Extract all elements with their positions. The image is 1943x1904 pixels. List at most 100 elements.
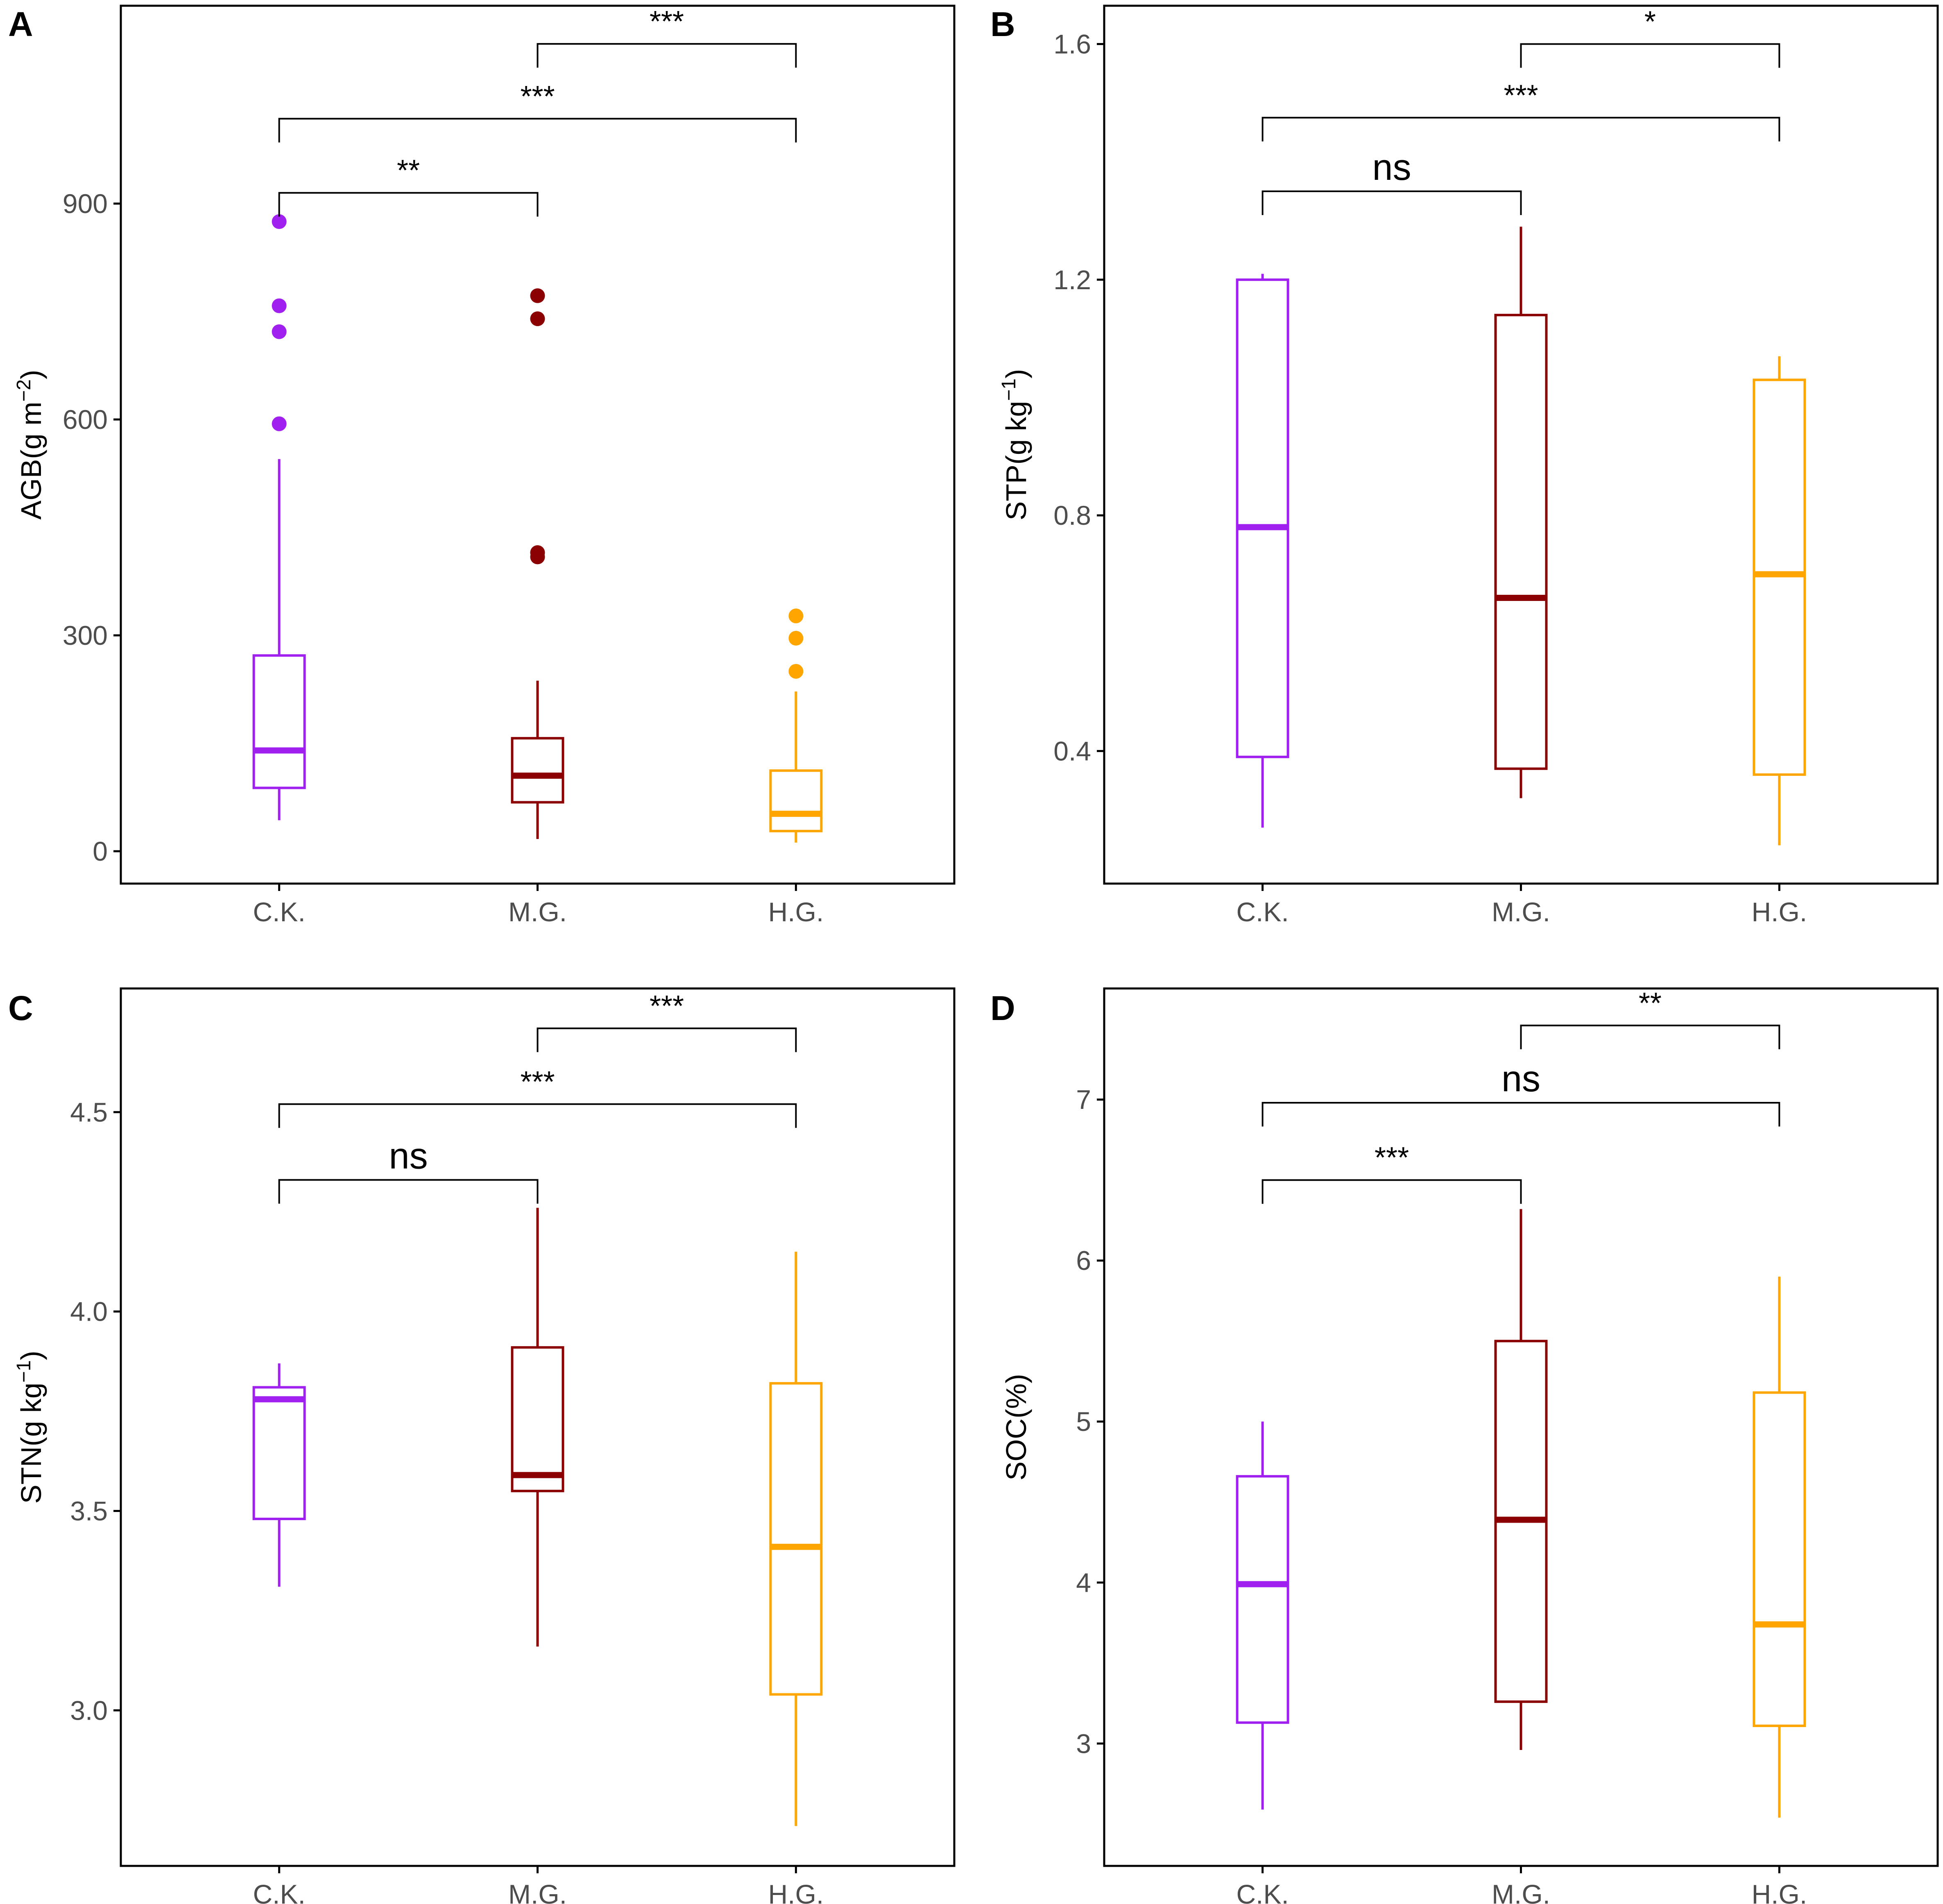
box-body xyxy=(1753,1391,1806,1727)
outlier-point xyxy=(272,416,287,431)
y-tick-label-d: 5 xyxy=(1076,1406,1091,1437)
box-c-ck xyxy=(252,1363,306,1587)
y-tick-label-a: 300 xyxy=(63,620,108,651)
outlier-point xyxy=(530,288,545,303)
significance-label-a: *** xyxy=(650,5,684,38)
box-a-ck xyxy=(252,214,306,821)
plot-frame-b xyxy=(1103,5,1939,885)
significance-label-a: *** xyxy=(520,80,555,113)
y-tick-label-b: 0.8 xyxy=(1053,500,1091,530)
significance-bracket-d xyxy=(1520,1025,1780,1049)
y-tick-label-c: 3.5 xyxy=(70,1496,108,1526)
box-b-mg xyxy=(1494,227,1548,798)
box-body xyxy=(252,654,306,789)
box-c-hg xyxy=(769,1251,823,1826)
outlier-point xyxy=(788,664,804,679)
x-tick-label-d: H.G. xyxy=(1752,1879,1807,1904)
y-tick-label-b: 1.2 xyxy=(1053,265,1091,295)
panel-d: D 3 4 5 6 7 C.K. M.G. H.G. SOC(%) *** ns ** xyxy=(990,987,1939,1904)
y-tick-label-c: 4.5 xyxy=(70,1097,108,1127)
box-body xyxy=(1494,314,1548,770)
x-tick-label-c: H.G. xyxy=(768,1879,824,1904)
y-axis-title-d: SOC(%) xyxy=(1000,1374,1032,1481)
panel-letter-b: B xyxy=(990,5,1015,43)
box-body xyxy=(1236,278,1289,758)
outlier-point xyxy=(272,214,287,229)
x-tick-label-b: C.K. xyxy=(1236,897,1289,927)
plot-frame-c xyxy=(120,987,956,1867)
significance-label-c: *** xyxy=(650,990,684,1022)
significance-bracket-b xyxy=(1261,117,1780,142)
y-tick-label-a: 0 xyxy=(93,836,108,866)
box-a-mg xyxy=(511,288,564,839)
y-tick-label-d: 6 xyxy=(1076,1245,1091,1276)
panel-c: C 3.0 3.5 4.0 4.5 C.K. M.G. H.G. STN(g kg−1) ns **… xyxy=(8,987,956,1904)
significance-bracket-b xyxy=(1520,43,1780,68)
significance-bracket-b xyxy=(1261,190,1522,215)
panel-b: B0.40.81.21.6C.K. M.G. H.G.STP(g kg−1)ns**… xyxy=(990,5,1939,927)
panel-letter-d: D xyxy=(990,989,1015,1027)
box-body xyxy=(511,1346,564,1492)
box-body xyxy=(511,737,564,804)
x-tick-label-b: H.G. xyxy=(1752,897,1807,927)
box-c-mg xyxy=(511,1208,564,1647)
box-d-hg xyxy=(1753,1276,1806,1818)
box-a-hg xyxy=(769,608,823,843)
outlier-point xyxy=(530,549,545,564)
box-body xyxy=(769,769,823,832)
significance-bracket-d xyxy=(1261,1179,1522,1204)
box-body xyxy=(769,1382,823,1696)
x-tick-label-a: M.G. xyxy=(508,897,567,927)
outlier-point xyxy=(530,311,545,326)
significance-bracket-c xyxy=(537,1027,797,1052)
significance-label-a: ** xyxy=(397,154,420,187)
significance-label-d: ns xyxy=(1501,1059,1540,1099)
x-tick-label-a: H.G. xyxy=(768,897,824,927)
panel-letter-a: A xyxy=(8,5,33,43)
y-tick-label-d: 4 xyxy=(1076,1567,1091,1598)
y-tick-label-a: 900 xyxy=(63,188,108,219)
plot-frame-a xyxy=(120,5,956,885)
outlier-point xyxy=(272,298,287,313)
y-tick-label-a: 600 xyxy=(63,404,108,435)
significance-label-c: *** xyxy=(520,1065,555,1098)
box-body xyxy=(252,1386,306,1520)
y-tick-label-d: 7 xyxy=(1076,1084,1091,1115)
y-tick-label-d: 3 xyxy=(1076,1728,1091,1759)
outlier-point xyxy=(272,324,287,339)
significance-label-b: *** xyxy=(1504,79,1538,112)
x-tick-label-d: C.K. xyxy=(1236,1879,1289,1904)
significance-bracket-a xyxy=(278,192,539,217)
y-tick-label-b: 1.6 xyxy=(1053,29,1091,59)
box-b-ck xyxy=(1236,274,1289,828)
significance-label-b: ns xyxy=(1372,147,1411,188)
box-d-ck xyxy=(1236,1421,1289,1810)
y-axis-title-c: STN(g kg−1) xyxy=(13,1351,47,1504)
x-tick-label-b: M.G. xyxy=(1492,897,1550,927)
significance-bracket-a xyxy=(278,118,797,143)
box-body xyxy=(1236,1475,1289,1724)
significance-label-b: * xyxy=(1644,5,1656,38)
significance-label-d: ** xyxy=(1639,987,1662,1020)
significance-label-d: *** xyxy=(1375,1142,1409,1174)
y-tick-label-b: 0.4 xyxy=(1053,736,1091,766)
x-tick-label-c: M.G. xyxy=(508,1879,567,1904)
significance-bracket-c xyxy=(278,1179,539,1204)
y-axis-title-b: STP(g kg−1) xyxy=(998,369,1032,521)
x-tick-label-c: C.K. xyxy=(253,1879,305,1904)
x-tick-label-a: C.K. xyxy=(253,897,305,927)
y-tick-label-c: 3.0 xyxy=(70,1695,108,1725)
panel-letter-c: C xyxy=(8,989,33,1027)
box-d-mg xyxy=(1494,1209,1548,1750)
significance-label-c: ns xyxy=(389,1136,428,1176)
x-tick-label-d: M.G. xyxy=(1492,1879,1550,1904)
significance-bracket-c xyxy=(278,1103,797,1128)
y-axis-title-a: AGB(g m−2) xyxy=(13,370,47,520)
outlier-point xyxy=(788,631,804,646)
y-tick-label-c: 4.0 xyxy=(70,1297,108,1327)
box-b-hg xyxy=(1753,356,1806,845)
significance-bracket-d xyxy=(1261,1102,1780,1127)
outlier-point xyxy=(788,608,804,623)
